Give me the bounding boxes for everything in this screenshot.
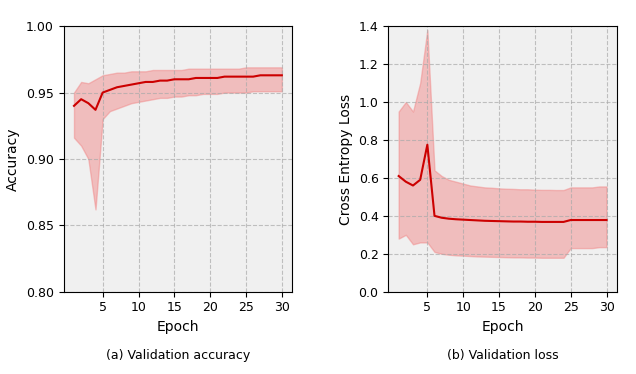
X-axis label: Epoch: Epoch <box>156 320 199 334</box>
Y-axis label: Accuracy: Accuracy <box>6 127 20 191</box>
Text: (b) Validation loss: (b) Validation loss <box>446 349 558 362</box>
Text: (a) Validation accuracy: (a) Validation accuracy <box>106 349 250 362</box>
Y-axis label: Cross Entropy Loss: Cross Entropy Loss <box>339 94 353 224</box>
X-axis label: Epoch: Epoch <box>481 320 524 334</box>
